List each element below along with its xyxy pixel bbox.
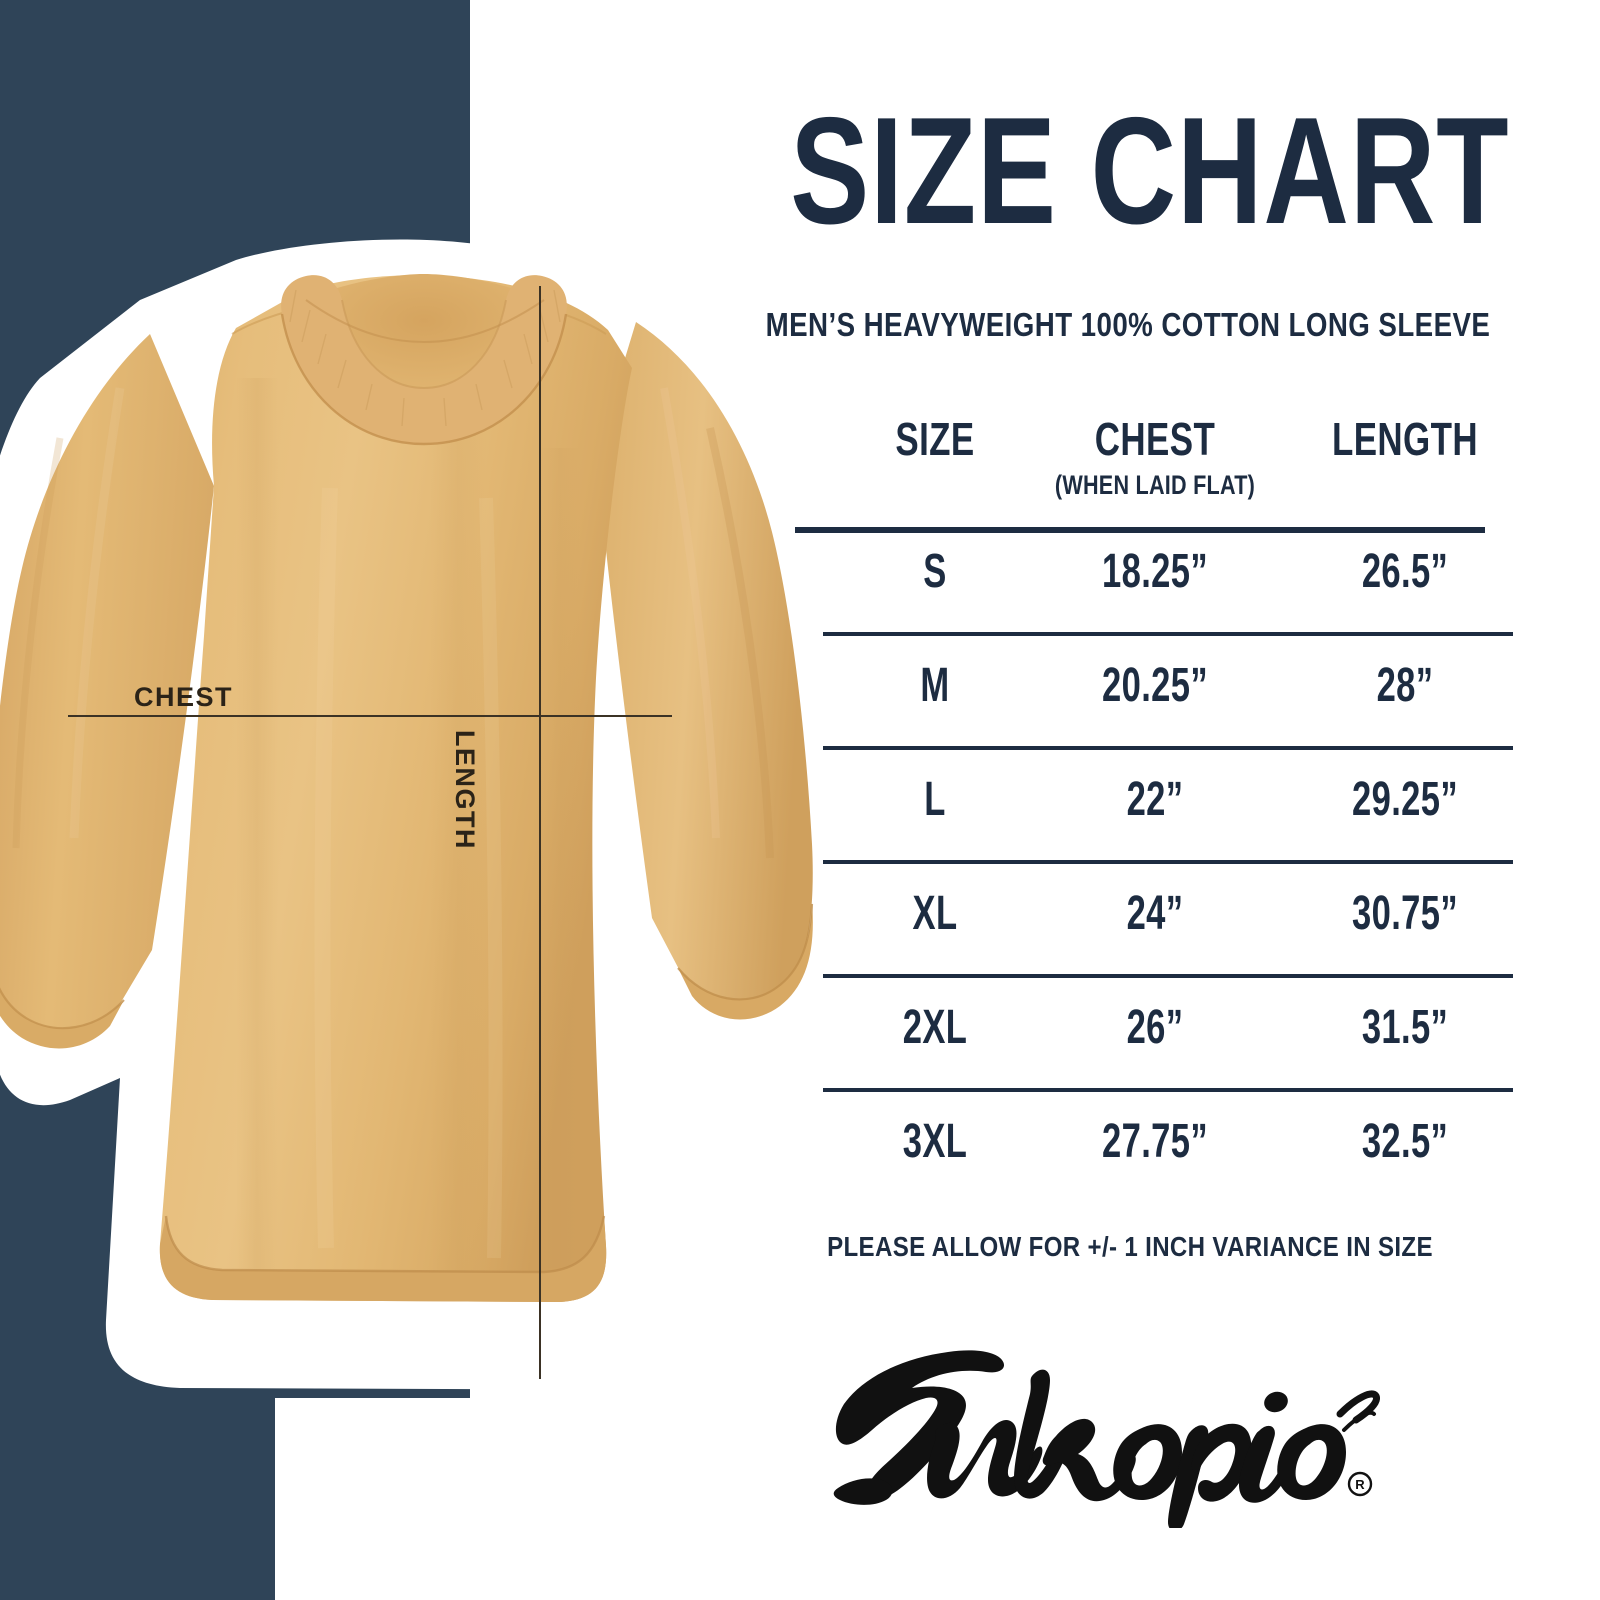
length-measure-label: LENGTH [450, 730, 480, 850]
table-row: M 20.25” 28” [795, 636, 1513, 750]
variance-note: PLEASE ALLOW FOR +/- 1 INCH VARIANCE IN … [827, 1231, 1433, 1262]
cell-chest: 18.25” [1102, 545, 1208, 598]
row-divider [823, 974, 1513, 978]
column-header-size: SIZE [895, 413, 975, 465]
shirt-product-image [0, 238, 850, 1438]
cell-chest: 27.75” [1102, 1115, 1208, 1168]
row-divider [823, 860, 1513, 864]
cell-length: 30.75” [1352, 887, 1458, 940]
table-header-rule [795, 527, 1485, 533]
row-divider [823, 632, 1513, 636]
cell-chest: 20.25” [1102, 659, 1208, 712]
svg-text:R: R [1355, 1477, 1365, 1492]
cell-size: 3XL [902, 1115, 968, 1168]
cell-size: S [923, 545, 947, 598]
cell-chest: 26” [1126, 1001, 1184, 1054]
navy-panel-notch [275, 1398, 475, 1600]
table-row: XL 24” 30.75” [795, 864, 1513, 978]
cell-chest: 24” [1126, 887, 1184, 940]
registered-trademark-mark: R [1347, 1471, 1373, 1497]
chest-measure-label: CHEST [134, 682, 234, 712]
chest-measure-line [68, 715, 672, 717]
row-divider [823, 1088, 1513, 1092]
shirt-body [159, 275, 632, 1303]
cell-chest: 22” [1126, 773, 1184, 826]
cell-size: 2XL [902, 1001, 968, 1054]
page-title: SIZE CHART [790, 86, 1510, 256]
brand-logo: R Inkopious [820, 1318, 1380, 1528]
cell-length: 31.5” [1361, 1001, 1449, 1054]
shirt-left-sleeve [0, 334, 214, 1049]
cell-length: 26.5” [1361, 545, 1449, 598]
table-row: 2XL 26” 31.5” [795, 978, 1513, 1092]
chart-content-column: SIZE CHART MEN’S HEAVYWEIGHT 100% COTTON… [700, 0, 1600, 1600]
cell-size: XL [912, 887, 958, 940]
table-row: 3XL 27.75” 32.5” [795, 1092, 1495, 1206]
shirt-right-sleeve [596, 322, 814, 1020]
table-row: S 18.25” 26.5” [795, 522, 1513, 636]
page-subtitle: MEN’S HEAVYWEIGHT 100% COTTON LONG SLEEV… [765, 306, 1491, 343]
table-row: L 22” 29.25” [795, 750, 1513, 864]
cell-length: 28” [1376, 659, 1434, 712]
cell-length: 32.5” [1361, 1115, 1449, 1168]
size-table: SIZE CHEST LENGTH (WHEN LAID FLAT) S 18.… [795, 412, 1513, 1206]
cell-size: L [924, 773, 946, 826]
length-measure-line [539, 286, 541, 1379]
column-header-length: LENGTH [1331, 413, 1478, 465]
column-header-chest: CHEST [1094, 413, 1216, 465]
table-header-row: SIZE CHEST LENGTH (WHEN LAID FLAT) [795, 412, 1495, 533]
shirt-collar [280, 274, 568, 446]
cell-size: M [920, 659, 950, 712]
column-header-chest-subtitle: (WHEN LAID FLAT) [1054, 470, 1256, 500]
cell-length: 29.25” [1352, 773, 1458, 826]
row-divider [823, 746, 1513, 750]
